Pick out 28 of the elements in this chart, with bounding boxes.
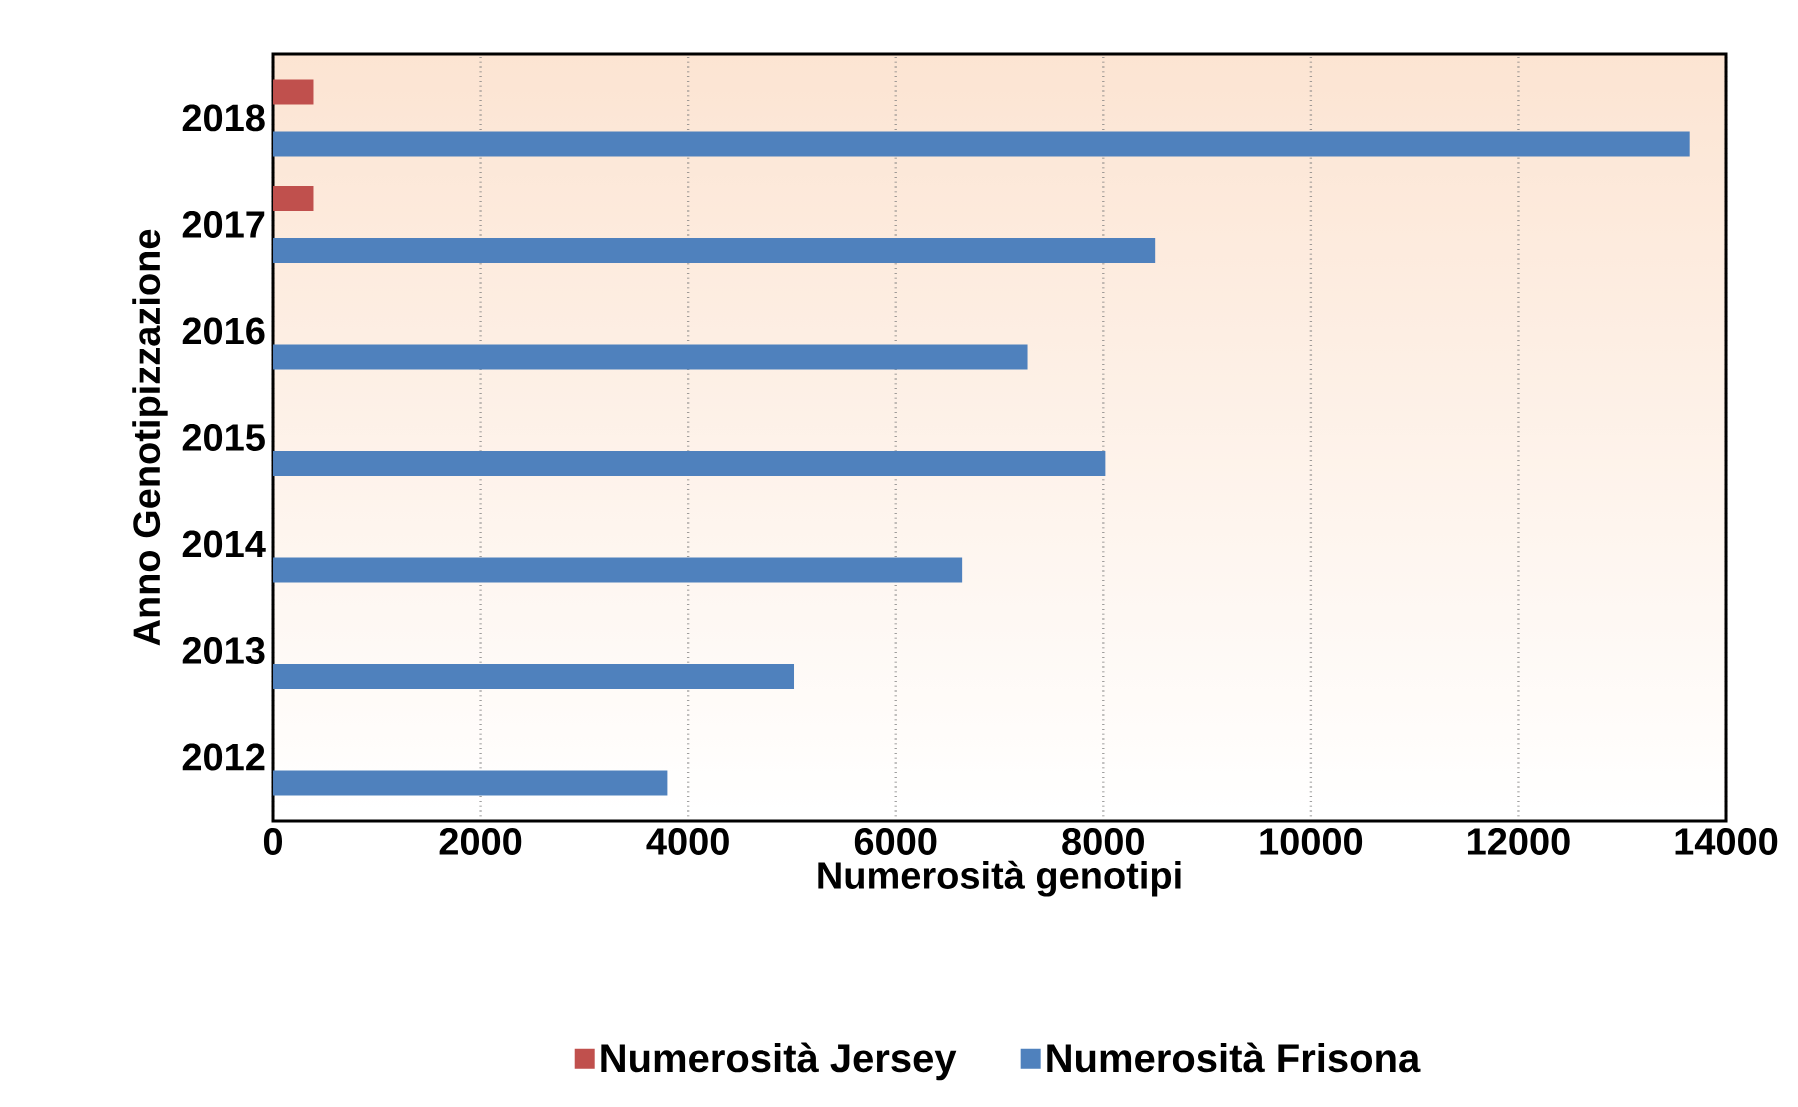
bar <box>273 557 963 583</box>
x-tick-label: 14000 <box>1675 828 1778 855</box>
x-tick-label: 10000 <box>1260 828 1363 855</box>
y-tick-label: 2017 <box>182 210 265 238</box>
x-tick-label: 0 <box>263 828 283 855</box>
y-tick-label: 2016 <box>182 317 265 345</box>
bar <box>273 79 314 105</box>
y-tick-label: 2018 <box>182 104 265 132</box>
x-tick-label: 12000 <box>1467 828 1570 855</box>
bar <box>273 770 668 796</box>
y-axis-title: Anno Genotipizzazione <box>132 229 168 646</box>
y-tick-label: 2013 <box>182 637 265 665</box>
legend-label: Numerosità Frisona <box>1047 1042 1421 1073</box>
x-tick-label: 4000 <box>646 828 729 855</box>
y-tick-label: 2015 <box>182 424 265 451</box>
y-tick-label: 2014 <box>182 530 266 558</box>
bar <box>273 664 795 690</box>
bar <box>273 344 1028 370</box>
x-tick-label: 6000 <box>854 828 937 855</box>
bar <box>273 450 1106 476</box>
bar <box>273 131 1690 157</box>
y-tick-label: 2012 <box>182 743 265 771</box>
x-tick-label: 2000 <box>439 828 522 855</box>
bar <box>273 185 314 211</box>
x-axis-title: Numerosità genotipi <box>818 860 1181 897</box>
legend-label: Numerosità Jersey <box>601 1042 957 1081</box>
bar <box>273 237 1156 263</box>
x-tick-label: 8000 <box>1062 828 1144 855</box>
